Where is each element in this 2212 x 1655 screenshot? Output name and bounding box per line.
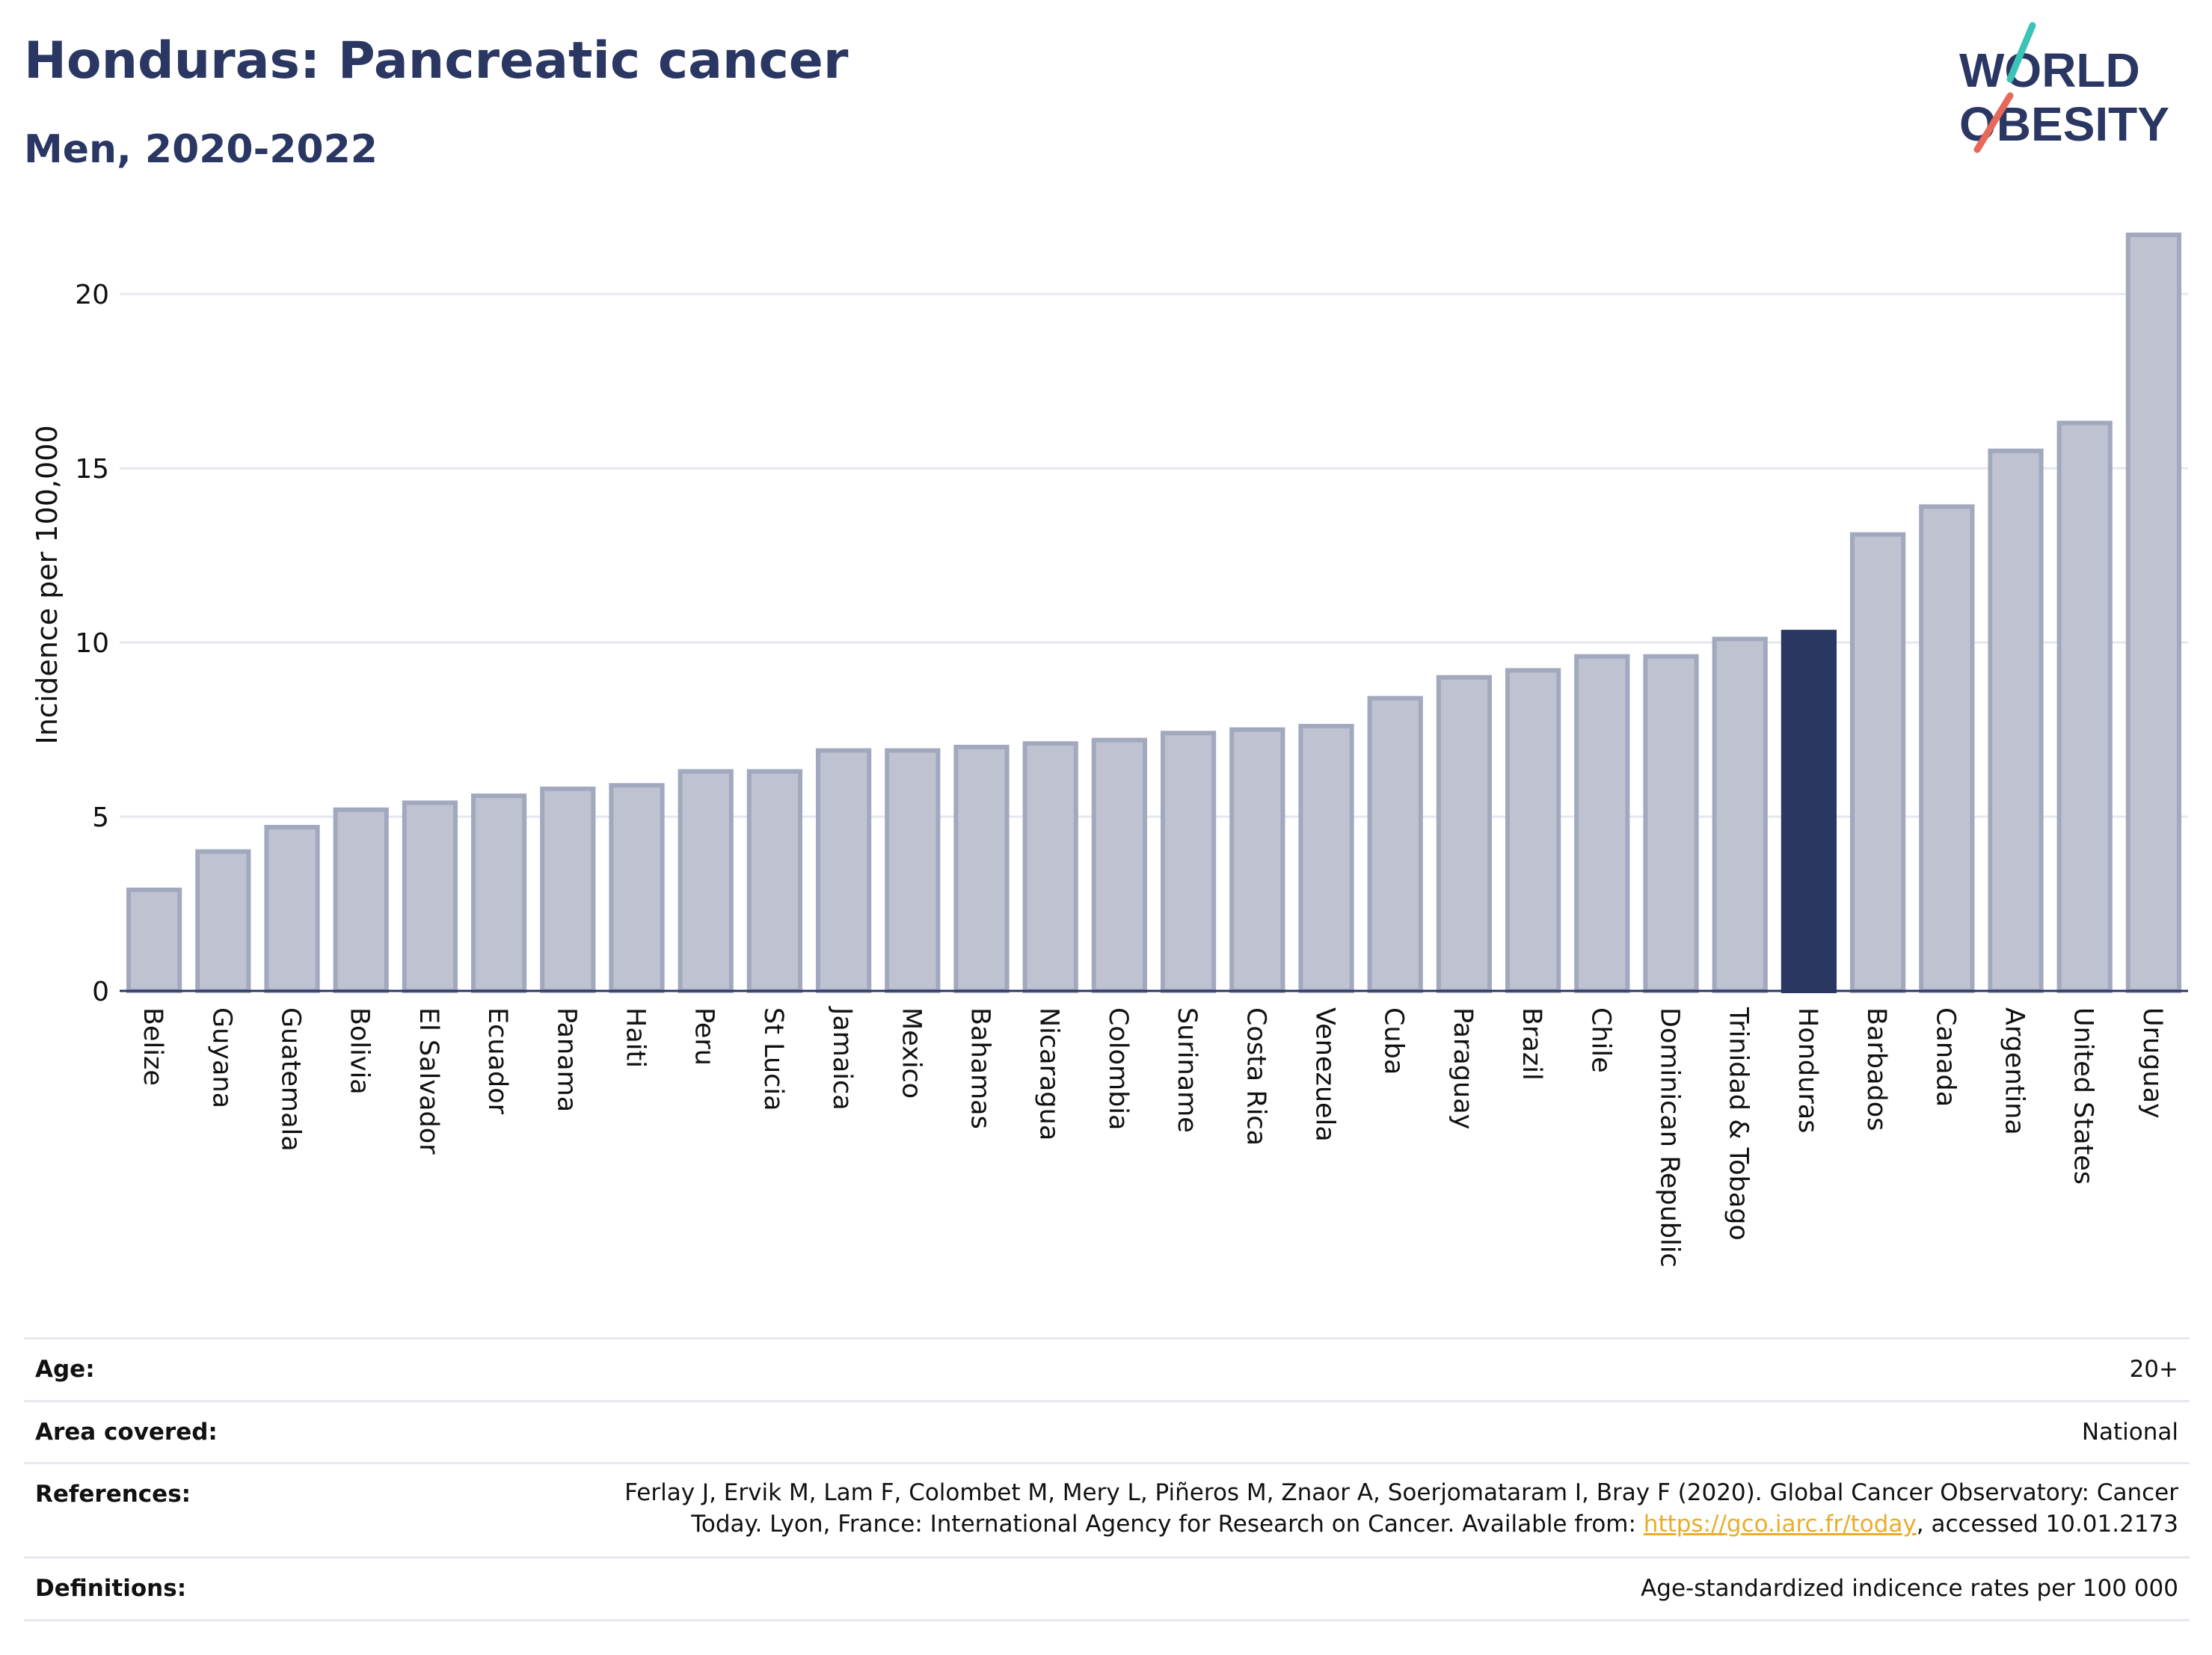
- x-tick-label: Mexico: [896, 1007, 926, 1099]
- y-tick-label: 15: [75, 454, 109, 485]
- page-title: Honduras: Pancreatic cancer: [24, 31, 849, 90]
- y-tick-label: 20: [75, 280, 109, 310]
- x-tick-label: Belize: [138, 1007, 168, 1086]
- bar-chile: [1574, 654, 1630, 994]
- bar-canada: [1919, 504, 1975, 993]
- y-tick-label: 10: [75, 628, 109, 659]
- x-tick-label: Panama: [551, 1007, 581, 1112]
- bar-st-lucia: [746, 769, 803, 994]
- x-tick-label: St Lucia: [758, 1007, 788, 1111]
- x-tick-label: Guatemala: [276, 1007, 306, 1152]
- bar-guyana: [195, 849, 251, 993]
- x-tick-label: Colombia: [1103, 1007, 1133, 1130]
- y-tick-label: 0: [92, 977, 109, 1007]
- x-tick-label: El Salvador: [414, 1007, 443, 1155]
- x-tick-label: Ecuador: [482, 1007, 512, 1115]
- bar-el-salvador: [402, 800, 458, 993]
- x-tick-label: Brazil: [1517, 1007, 1546, 1081]
- x-tick-label: Dominican Republic: [1655, 1007, 1685, 1268]
- bar-barbados: [1849, 532, 1906, 993]
- x-tick-label: United States: [2068, 1007, 2098, 1185]
- bar-brazil: [1505, 668, 1561, 993]
- references-label: References:: [35, 1481, 191, 1508]
- page-subtitle: Men, 2020-2022: [24, 127, 378, 172]
- bar-bahamas: [953, 744, 1010, 993]
- x-tick-label: Canada: [1930, 1007, 1960, 1107]
- bar-honduras: [1781, 630, 1837, 993]
- x-tick-label: Honduras: [1792, 1007, 1822, 1133]
- definitions-label: Definitions:: [35, 1575, 187, 1602]
- age-value: 20+: [2129, 1356, 2178, 1383]
- x-tick-label: Venezuela: [1310, 1007, 1340, 1142]
- grid-lines: [120, 292, 2188, 818]
- info-row-definitions: Definitions: Age-standardized indicence …: [24, 1559, 2190, 1621]
- x-tick-label: Barbados: [1861, 1007, 1891, 1131]
- bar-belize: [126, 887, 182, 993]
- x-tick-label: Cuba: [1379, 1007, 1409, 1075]
- info-row-age: Age: 20+: [24, 1339, 2190, 1402]
- x-tick-label: Trinidad & Tobago: [1724, 1007, 1754, 1241]
- bar-cuba: [1367, 696, 1423, 993]
- bar-bolivia: [333, 807, 389, 994]
- x-tick-label: Costa Rica: [1241, 1007, 1271, 1146]
- x-tick-label: Paraguay: [1448, 1007, 1478, 1129]
- bar-suriname: [1160, 731, 1217, 994]
- bar-argentina: [1988, 448, 2044, 993]
- world-obesity-logo: WORLD OBESITY: [1959, 22, 2169, 153]
- bar-peru: [678, 769, 734, 994]
- x-tick-label: Jamaica: [827, 1006, 857, 1111]
- bar-dominican-republic: [1643, 654, 1699, 994]
- x-tick-label: Argentina: [2000, 1007, 2030, 1135]
- x-tick-label: Chile: [1585, 1007, 1615, 1073]
- y-axis-title: Incidence per 100,000: [31, 425, 64, 744]
- age-label: Age:: [35, 1356, 95, 1383]
- bar-paraguay: [1436, 675, 1493, 993]
- x-tick-label: Uruguay: [2137, 1007, 2167, 1119]
- bar-guatemala: [264, 825, 320, 993]
- definitions-value: Age-standardized indicence rates per 100…: [1641, 1575, 2178, 1602]
- references-value: Ferlay J, Ervik M, Lam F, Colombet M, Me…: [608, 1477, 2178, 1540]
- bar-costa-rica: [1229, 727, 1285, 993]
- bar-united-states: [2056, 420, 2113, 993]
- bar-trinidad-tobago: [1712, 636, 1768, 993]
- info-row-area: Area covered: National: [24, 1402, 2190, 1464]
- y-tick-label: 5: [92, 802, 109, 833]
- bar-uruguay: [2125, 232, 2182, 993]
- bar-jamaica: [815, 748, 872, 993]
- x-tick-label: Nicaragua: [1034, 1007, 1064, 1140]
- axes: 0 5 10 15 20 Belize Guyana Guatemala Bolivia El S…: [75, 280, 2188, 1268]
- bar-ecuador: [470, 793, 527, 994]
- bar-panama: [540, 786, 596, 993]
- logo-line1: WORLD: [1959, 43, 2140, 97]
- bar-mexico: [885, 748, 941, 993]
- bar-haiti: [609, 783, 665, 993]
- x-tick-label: Haiti: [621, 1007, 651, 1068]
- logo-slash-top: [2006, 22, 2036, 83]
- bar-venezuela: [1298, 723, 1354, 994]
- x-tick-label: Bahamas: [965, 1007, 995, 1129]
- x-tick-label: Peru: [689, 1007, 719, 1066]
- info-row-references: References: Ferlay J, Ervik M, Lam F, Co…: [24, 1464, 2190, 1559]
- area-label: Area covered:: [35, 1419, 218, 1446]
- bar-colombia: [1091, 737, 1148, 994]
- x-tick-label: Suriname: [1172, 1007, 1202, 1133]
- references-suffix: , accessed 10.01.2173: [1916, 1511, 2178, 1538]
- bar-nicaragua: [1022, 741, 1078, 993]
- references-text: Ferlay J, Ervik M, Lam F, Colombet M, Me…: [624, 1479, 2178, 1538]
- info-table: Age: 20+ Area covered: National Referenc…: [24, 1337, 2190, 1621]
- bar-chart: 0 5 10 15 20 Belize Guyana Guatemala Bolivia El S…: [31, 232, 2188, 1268]
- references-link[interactable]: https://gco.iarc.fr/today: [1643, 1511, 1917, 1538]
- bars: [126, 232, 2182, 994]
- logo-slash-bottom: [1973, 92, 2014, 153]
- x-tick-label: Guyana: [206, 1007, 236, 1108]
- x-tick-label: Bolivia: [345, 1007, 375, 1095]
- area-value: National: [2081, 1419, 2178, 1446]
